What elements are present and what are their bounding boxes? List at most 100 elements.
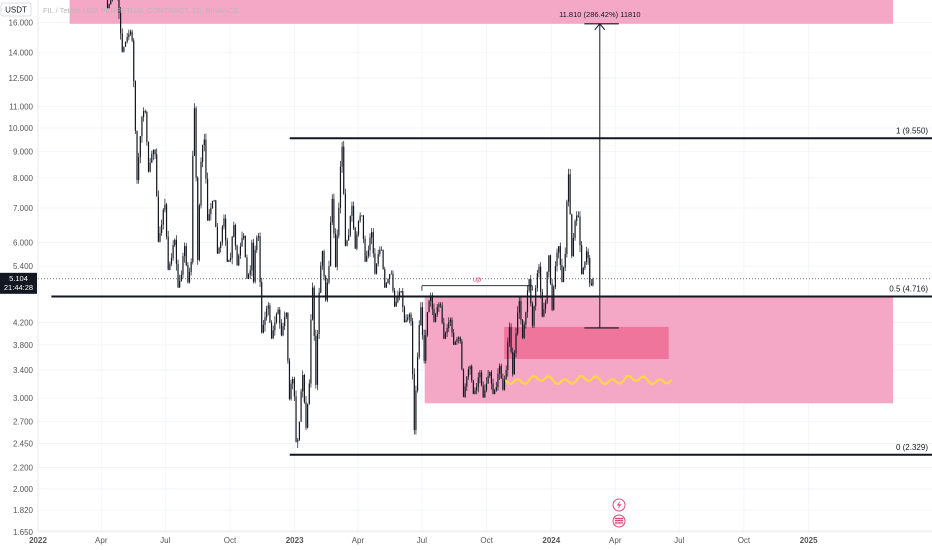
candle-body [318,292,320,335]
candle-body [549,255,552,284]
candle-body [589,258,591,284]
candle-body [371,232,373,238]
candle-body [307,404,309,428]
candle-body [433,309,435,322]
candle-body [515,333,517,354]
candle-body [208,214,210,221]
candle-body [579,216,581,246]
candle-body [533,306,535,326]
x-tick-label: Apr [95,536,108,545]
candle-body [413,373,415,431]
candle-body [439,304,442,306]
candle-body [220,242,222,248]
candle-body [192,155,194,263]
flag-icon[interactable] [612,514,626,528]
candle-body [525,312,527,325]
candle-body [169,263,171,270]
candle-body [428,301,430,313]
candle-body [489,372,491,376]
candle-body [505,369,507,380]
candle-body [474,390,476,394]
candle-body [156,154,158,197]
y-tick-label: 3.000 [13,394,34,403]
candle-body [126,37,128,42]
candle-body [408,314,410,318]
candle-body [476,387,478,391]
candle-body [297,439,299,442]
candle-body [441,305,443,323]
candle-body [502,378,504,390]
currency-button-label[interactable]: USDT [5,6,27,15]
candle-body [325,276,327,301]
candle-body [203,139,205,146]
candle-body [233,225,235,237]
candle-body [333,198,335,234]
candle-body [466,376,468,387]
candle-body [264,317,266,325]
candle-body [495,387,497,391]
y-tick-label: 10.000 [9,124,34,133]
candle-body [487,375,489,384]
candle-body [331,198,333,223]
candle-body [379,249,381,255]
candle-body [451,319,453,333]
x-tick-label: Oct [738,536,751,545]
candle-body [357,221,360,235]
candle-body [576,215,578,222]
candle-body [569,174,571,215]
candle-body [221,226,223,243]
candle-body [566,201,568,255]
candle-body [134,81,136,131]
lightning-icon[interactable] [612,498,626,512]
candle-body [339,166,342,208]
candle-body [382,249,384,270]
candle-body [425,335,427,361]
candle-body [179,280,181,288]
candle-body [559,246,561,265]
candle-body [402,291,404,308]
candle-body [259,236,261,283]
y-tick-label: 1.820 [13,506,34,515]
candle-body [405,319,407,323]
candle-body [380,249,383,251]
candle-body [416,357,419,391]
candle-body [517,312,519,334]
candle-body [129,31,132,35]
candle-body [124,41,127,47]
candle-body [410,314,412,322]
time-axis: 2022 Apr Jul Oct 2023 Apr Jul Oct 2024 Apr Jul Oct 2… [29,530,932,545]
x-tick-label: Jul [417,536,427,545]
candle-body [423,335,425,361]
candle-body [430,295,432,302]
x-tick-label: Jul [160,536,170,545]
candle-body [247,274,250,279]
currency-button[interactable] [0,2,32,17]
chart-grid [38,0,932,533]
candle-body [290,383,292,400]
candle-body [313,287,315,336]
candle-body [151,154,153,163]
candle-body [536,273,538,288]
candle-body [558,246,560,253]
candle-body [351,205,353,216]
candle-body [167,236,169,270]
target-label: 11.810 (286.42%) 11810 [559,10,640,19]
candle-body [177,263,179,288]
candle-body [531,303,534,326]
candle-body [238,255,240,266]
candle-body [110,0,112,5]
candle-body [530,279,532,304]
candle-body [336,235,338,267]
candle-body [543,309,545,317]
candle-body [215,200,217,228]
y-tick-label: 3.800 [13,341,34,350]
candle-body [303,375,305,403]
candle-body [471,366,473,381]
candle-body [567,174,570,202]
candle-body [308,383,310,405]
candle-body [202,145,204,162]
candle-body [152,149,155,155]
candle-body [398,292,401,298]
candle-body [510,327,512,352]
